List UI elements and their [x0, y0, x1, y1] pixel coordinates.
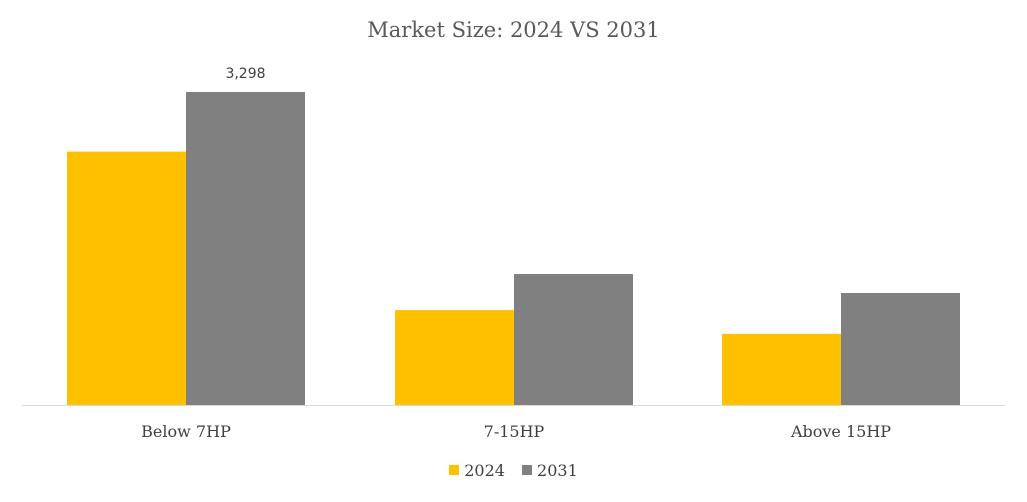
chart-title: Market Size: 2024 VS 2031 [367, 18, 660, 42]
data-label-0: 3,298 [225, 66, 265, 82]
legend-label-2031: 2031 [537, 460, 578, 480]
bar-2024-0 [67, 151, 186, 405]
x-tick-label-1: 7-15HP [484, 422, 545, 441]
legend-swatch-2024 [449, 465, 460, 475]
x-tick-label-2: Above 15HP [790, 422, 891, 441]
legend-item-2031: 2031 [522, 461, 578, 480]
legend: 2024 2031 [0, 460, 1027, 480]
bar-2031-1 [514, 274, 633, 405]
legend-label-2024: 2024 [464, 460, 505, 480]
legend-item-2024: 2024 [449, 461, 505, 480]
bar-2024-1 [395, 310, 514, 405]
x-tick-label-0: Below 7HP [141, 422, 231, 441]
legend-swatch-2031 [522, 465, 533, 475]
bar-2031-0 [186, 92, 305, 405]
bar-2024-2 [722, 333, 841, 405]
bar-2031-2 [841, 293, 960, 405]
